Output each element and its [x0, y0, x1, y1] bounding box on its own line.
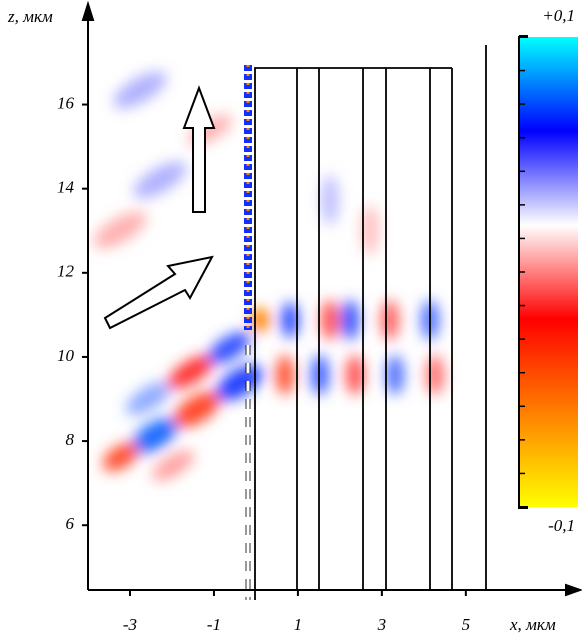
colorbar-label: -0,1 [548, 516, 575, 535]
y-tick-label: 10 [57, 346, 75, 365]
x-tick-label: 3 [377, 615, 387, 634]
structure [254, 45, 487, 600]
y-tick-label: 14 [57, 178, 75, 197]
y-tick-label: 12 [57, 262, 75, 281]
axes [81, 0, 582, 597]
arrows [103, 85, 216, 330]
colorbar [520, 37, 578, 507]
y-tick-label: 6 [66, 514, 75, 533]
x-tick-label: -3 [123, 615, 137, 634]
y-tick-label: 16 [57, 93, 75, 112]
y-tick-label: 8 [66, 430, 75, 449]
x-tick-label: 1 [294, 615, 303, 634]
field-map [93, 71, 444, 481]
x-tick-label: 5 [462, 615, 471, 634]
y-axis-label: z, мкм [7, 7, 53, 26]
colorbar-label: +0,1 [542, 6, 575, 25]
x-axis-label: x, мкм [509, 615, 556, 634]
x-tick-label: -1 [207, 615, 221, 634]
